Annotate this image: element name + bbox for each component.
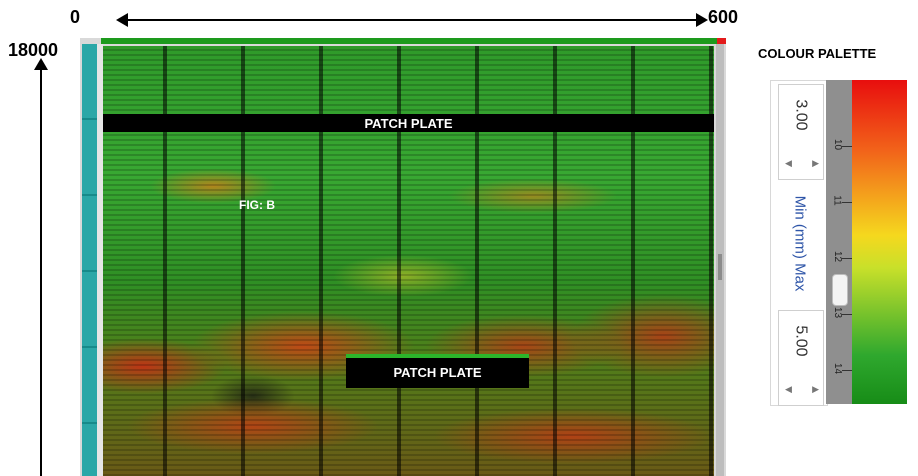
- increment-icon[interactable]: ▶: [812, 158, 819, 168]
- scale-tick: [842, 202, 852, 203]
- y-axis-line: [40, 66, 42, 476]
- scale-tick-label: 10: [832, 138, 844, 151]
- scan-top-indicator: [101, 38, 717, 44]
- patch-plate-bottom-edge: [346, 354, 529, 358]
- patch-plate-band-bottom: [346, 358, 529, 388]
- x-axis-start-label: 0: [70, 7, 81, 27]
- range-label: Min (mm) Max: [791, 195, 809, 291]
- range-label-container: Min (mm) Max: [778, 178, 822, 308]
- scale-tick-label: 13: [832, 306, 844, 319]
- scale-tick: [842, 146, 852, 147]
- right-arrow-icon: [696, 13, 708, 27]
- figure-label: FIG: B: [239, 198, 275, 212]
- scale-tick: [842, 314, 852, 315]
- scan-left-ruler: [82, 44, 97, 476]
- scale-tick-label: 11: [831, 195, 843, 206]
- scale-tick: [842, 258, 852, 259]
- left-arrow-icon: [116, 13, 128, 27]
- scan-top-indicator-end: [717, 38, 726, 44]
- patch-plate-band-top: [103, 114, 714, 132]
- min-value[interactable]: 3.00: [792, 99, 810, 131]
- palette-title: COLOUR PALETTE: [758, 46, 877, 61]
- scale-tick: [842, 370, 852, 371]
- x-axis-end-label: 600: [708, 7, 739, 27]
- y-axis-top-label: 18000: [8, 40, 59, 60]
- decrement-icon[interactable]: ◀: [785, 158, 792, 168]
- corrosion-scan-map[interactable]: PATCH PLATE FIG: B PATCH PLATE: [103, 46, 714, 476]
- scale-tick-label: 14: [832, 362, 844, 375]
- patch-plate-label-bottom: PATCH PLATE: [393, 365, 482, 380]
- palette-scale-track: [826, 80, 852, 404]
- scan-left-ruler-edge: [97, 44, 103, 476]
- decrement-icon[interactable]: ◀: [785, 384, 792, 394]
- up-arrow-icon: [34, 58, 48, 70]
- x-axis-line: [124, 19, 696, 21]
- increment-icon[interactable]: ▶: [812, 384, 819, 394]
- max-value-spinner[interactable]: 5.00 ◀ ▶: [778, 310, 824, 406]
- min-value-spinner[interactable]: 3.00 ◀ ▶: [778, 84, 824, 180]
- scale-tick-label: 12: [832, 250, 844, 263]
- colour-gradient-bar: [852, 80, 907, 404]
- max-value[interactable]: 5.00: [792, 325, 810, 357]
- palette-slider-handle[interactable]: [832, 274, 848, 306]
- scrollbar-thumb[interactable]: [718, 254, 722, 280]
- patch-plate-label-top: PATCH PLATE: [364, 116, 453, 131]
